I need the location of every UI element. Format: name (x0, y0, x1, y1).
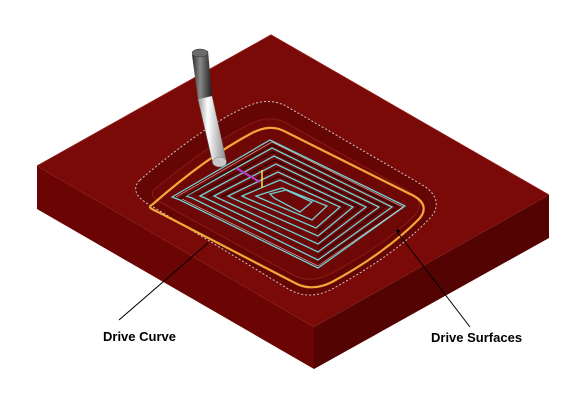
drive-surfaces-leader-dot (396, 229, 400, 233)
drive-surfaces-leader (397, 232, 471, 328)
block-right-face (314, 195, 549, 369)
drive-curve-label: Drive Curve (103, 329, 176, 344)
tool-axis-purple (235, 167, 261, 183)
toolpath-shadows (179, 144, 399, 264)
drive-curve-leader (118, 242, 209, 321)
block-top-edge (36, 34, 550, 196)
drive-surfaces-label: Drive Surfaces (431, 330, 523, 345)
spiral-toolpath (170, 139, 407, 269)
block-front-face (37, 166, 314, 369)
ball-end-mill-icon (191, 48, 227, 168)
drive-curve (148, 126, 425, 289)
